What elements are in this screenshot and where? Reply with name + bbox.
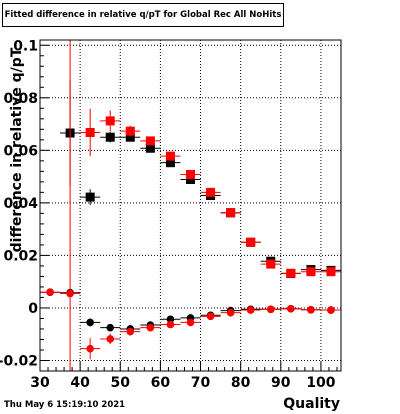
x-tick-label: 30 xyxy=(30,375,50,391)
data-point-square xyxy=(86,193,95,202)
data-point-square xyxy=(206,188,215,197)
chart-title: Fitted difference in relative q/pT for G… xyxy=(2,3,284,27)
x-axis-label: Quality xyxy=(283,396,340,412)
y-tick-label: -0.02 xyxy=(0,353,38,369)
x-tick-label: 50 xyxy=(111,375,131,391)
data-point-square xyxy=(246,238,255,247)
data-point-square xyxy=(106,133,115,142)
data-point-circle xyxy=(227,309,235,317)
data-point-circle xyxy=(86,345,94,353)
data-point-circle xyxy=(86,319,94,327)
x-tick-label: 60 xyxy=(151,375,171,391)
x-tick-label: 100 xyxy=(306,375,335,391)
data-point-square xyxy=(106,116,115,125)
data-point-circle xyxy=(106,335,114,343)
data-point-circle xyxy=(66,290,74,298)
data-point-square xyxy=(226,208,235,217)
data-point-square xyxy=(86,128,95,137)
y-tick-label: 0 xyxy=(28,301,38,317)
data-point-circle xyxy=(247,306,255,314)
data-point-circle xyxy=(46,288,54,296)
data-point-square xyxy=(286,269,295,278)
data-point-circle xyxy=(267,305,275,313)
data-point-square xyxy=(266,260,275,269)
data-point-circle xyxy=(307,306,315,314)
data-point-circle xyxy=(287,305,295,313)
data-point-circle xyxy=(167,321,175,329)
x-tick-label: 70 xyxy=(191,375,211,391)
data-point-square xyxy=(146,136,155,145)
data-point-square xyxy=(306,267,315,276)
data-point-circle xyxy=(127,328,135,336)
y-axis-label: difference in relative q/pT xyxy=(9,48,25,253)
data-point-circle xyxy=(207,313,215,321)
timestamp: Thu May 6 15:19:10 2021 xyxy=(4,400,125,410)
data-point-circle xyxy=(187,319,195,327)
data-point-square xyxy=(126,127,135,136)
x-tick-label: 90 xyxy=(271,375,291,391)
x-tick-label: 80 xyxy=(231,375,251,391)
data-point-circle xyxy=(106,324,114,332)
data-point-square xyxy=(326,267,335,276)
data-point-circle xyxy=(327,306,335,314)
x-tick-label: 40 xyxy=(70,375,90,391)
data-point-square xyxy=(166,152,175,161)
data-point-circle xyxy=(147,324,155,332)
data-point-square xyxy=(186,170,195,179)
